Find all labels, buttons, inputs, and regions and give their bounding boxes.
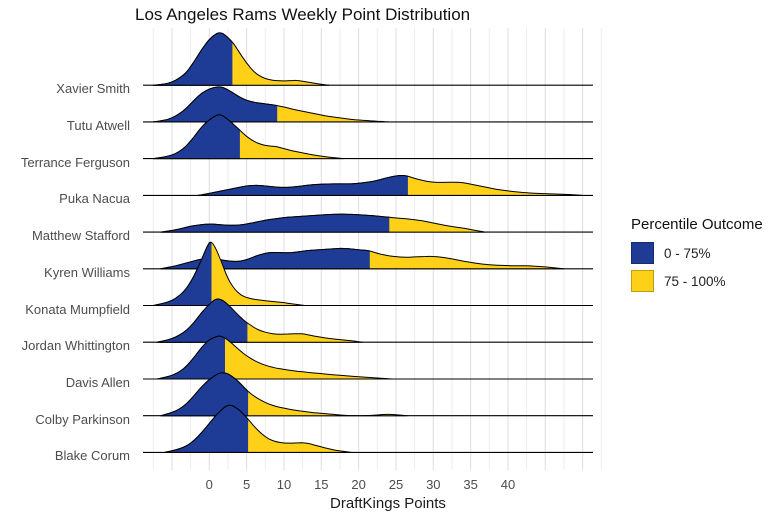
player-label: Kyren Williams — [44, 264, 130, 280]
density-area-lower-percentile — [152, 86, 278, 123]
density-area-lower-percentile — [164, 404, 249, 453]
density-area-upper-percentile — [152, 241, 306, 306]
x-tick-label: 0 — [205, 477, 213, 492]
legend-label: 0 - 75% — [664, 245, 711, 261]
legend-item: 75 - 100% — [631, 270, 763, 292]
player-label: Terrance Ferguson — [20, 154, 130, 170]
player-label: Davis Allen — [65, 375, 130, 390]
player-label: Jordan Whittington — [21, 338, 130, 354]
x-tick-label: 35 — [463, 477, 478, 492]
legend-item: 0 - 75% — [631, 242, 763, 264]
density-area-lower-percentile — [156, 335, 225, 380]
legend-title: Percentile Outcome — [631, 216, 763, 233]
x-axis-title: DraftKings Points — [330, 495, 446, 512]
density-area-lower-percentile — [152, 241, 212, 306]
density-area-lower-percentile — [197, 175, 408, 196]
density-area-lower-percentile — [160, 372, 249, 417]
density-area-lower-percentile — [152, 114, 240, 160]
chart-title: Los Angeles Rams Weekly Point Distributi… — [135, 5, 471, 24]
x-tick-label: 25 — [388, 477, 404, 492]
x-tick-label: 30 — [426, 477, 441, 492]
player-label: Blake Corum — [54, 448, 130, 464]
player-label: Colby Parkinson — [35, 411, 130, 427]
x-tick-label: 40 — [500, 477, 516, 492]
legend-color-swatch — [631, 242, 654, 264]
x-tick-label: 10 — [276, 477, 292, 492]
player-label: Xavier Smith — [56, 81, 130, 97]
x-axis-tick-labels: 0 5 10 15 20 25 30 35 40 — [0, 477, 781, 493]
player-label: Tutu Atwell — [66, 117, 130, 133]
player-label: Puka Nacua — [59, 191, 130, 207]
player-label: Konata Mumpfield — [25, 301, 130, 317]
legend-label: 75 - 100% — [664, 273, 726, 289]
density-area-lower-percentile — [160, 213, 390, 233]
legend-items: 0 - 75% 75 - 100% — [631, 242, 763, 292]
x-tick-label: 20 — [351, 477, 366, 492]
density-area-lower-percentile — [152, 32, 233, 86]
legend: Percentile Outcome 0 - 75% 75 - 100% — [631, 216, 763, 298]
density-area-lower-percentile — [156, 298, 248, 343]
y-axis-player-labels: Xavier Smith Tutu Atwell Terrance Ferguson… — [0, 0, 130, 520]
legend-color-swatch — [631, 270, 654, 292]
x-tick-label: 5 — [242, 477, 251, 492]
x-tick-label: 15 — [314, 477, 329, 492]
player-label: Matthew Stafford — [31, 228, 130, 244]
